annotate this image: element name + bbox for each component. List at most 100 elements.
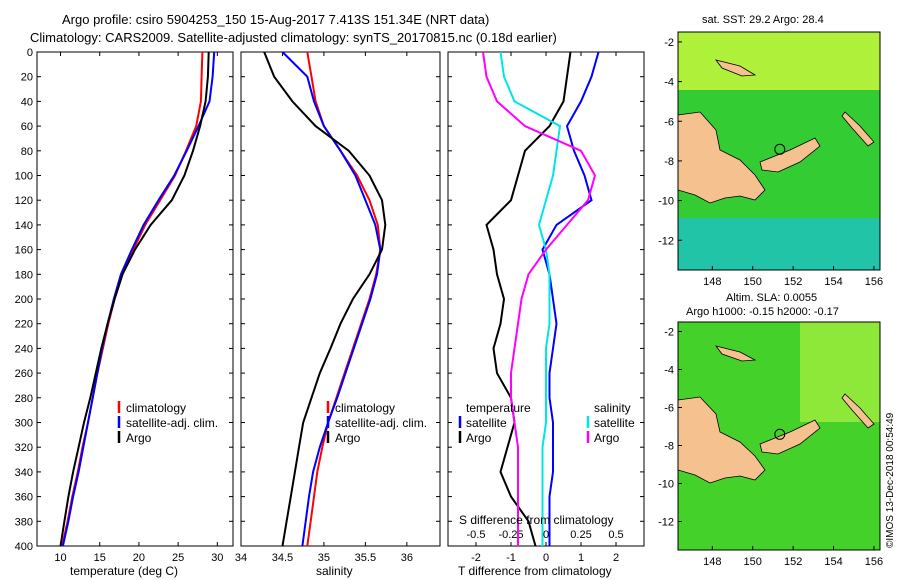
difference-legend: temperature salinity satellite Argo sate…: [458, 401, 635, 445]
sst-map-argo-marker: [774, 143, 786, 155]
depth-tick-label: 140: [15, 220, 33, 232]
x-tick-label: 2: [613, 552, 619, 564]
sst-map-title: sat. SST: 29.2 Argo: 28.4: [702, 14, 824, 26]
map-x-tick-label: 154: [824, 276, 842, 288]
salinity-legend: climatology satellite-adj. clim. Argo: [326, 401, 427, 445]
map-y-tick-label: -6: [664, 403, 674, 415]
series-line-climatology: [61, 51, 204, 547]
temperature-x-ticks: 10 15 20 25 30: [54, 52, 223, 564]
temperature-legend: climatology satellite-adj. clim. Argo: [117, 401, 218, 445]
sst-map-land-newireland: [841, 111, 875, 147]
map-y-tick-label: -2: [664, 327, 674, 339]
sla-map-sea-light: [800, 322, 880, 422]
header-line1: Argo profile: csiro 5904253_150 15-Aug-2…: [62, 12, 489, 27]
top-x-tick-label: 0.5: [608, 529, 623, 541]
x-tick-label: 20: [133, 552, 145, 564]
series-line-temperature-satellite: [541, 51, 600, 546]
sla-map-land-newireland: [841, 393, 875, 429]
legend-label-sal-argo: Argo: [594, 431, 620, 445]
map-x-tick-label: 156: [865, 556, 883, 568]
temperature-series: [59, 51, 216, 547]
x-tick-label: 34: [235, 552, 247, 564]
depth-tick-label: 320: [15, 442, 33, 454]
map-x-tick-label: 148: [703, 556, 721, 568]
legend-label-argo: Argo: [126, 431, 152, 445]
top-x-tick-label: -0.25: [498, 529, 523, 541]
top-x-tick-label: -0.5: [467, 529, 486, 541]
depth-tick-label: 40: [21, 96, 33, 108]
salinity-panel: [240, 51, 441, 547]
depth-tick-label: 220: [15, 319, 33, 331]
map-x-tick-label: 152: [784, 556, 802, 568]
difference-series: [482, 51, 600, 547]
legend-label-temp-satellite: satellite: [466, 416, 507, 430]
series-line-argo: [59, 51, 210, 547]
depth-tick-label: 60: [21, 121, 33, 133]
series-line-temperature-argo: [485, 51, 572, 547]
map-y-tick-label: -4: [664, 77, 674, 89]
depth-tick-label: 0: [27, 47, 33, 59]
sst-map-sea-lower: [678, 218, 880, 270]
sla-map-land-manus: [715, 345, 757, 362]
map-y-tick-label: -4: [664, 365, 674, 377]
x-tick-label: 15: [94, 552, 106, 564]
sst-map-land-newbritain: [759, 137, 821, 173]
map-x-tick-label: 156: [865, 276, 883, 288]
sst-map-land-newguinea: [677, 111, 766, 204]
credit-text: ©IMOS 13-Dec-2018 00:54:49: [885, 412, 896, 548]
salinity-series: [263, 51, 387, 547]
series-line-satellite-adj-clim-: [61, 51, 216, 547]
sst-map-frame: [677, 31, 881, 271]
map-y-tick-label: -12: [658, 517, 674, 529]
legend-label-argo: Argo: [335, 431, 361, 445]
map-x-tick-label: 148: [703, 276, 721, 288]
x-tick-label: 34.5: [272, 552, 293, 564]
map-x-tick-label: 154: [824, 556, 842, 568]
legend-label-sal-satellite: satellite: [594, 416, 635, 430]
x-tick-label: 0: [543, 552, 549, 564]
temperature-xlabel: temperature (deg C): [70, 564, 178, 578]
salinity-xlabel: salinity: [316, 564, 353, 578]
depth-tick-labels: 0 20 40 60 80 100 120 140 160 180 200 220 240 260 280 3…: [15, 47, 644, 553]
legend-label-satellite: satellite-adj. clim.: [335, 416, 427, 430]
map-y-tick-label: -8: [664, 441, 674, 453]
x-tick-label: 36: [401, 552, 413, 564]
map-y-tick-label: -10: [658, 196, 674, 208]
depth-tick-label: 120: [15, 195, 33, 207]
temperature-panel: [36, 51, 234, 547]
depth-tick-label: 260: [15, 368, 33, 380]
difference-x-ticks: -2 -1 0 1 2 -0.5 -0.25 0 0.25 0.5: [467, 52, 624, 564]
difference-xlabel: T difference from climatology: [458, 564, 612, 578]
x-tick-label: 25: [172, 552, 184, 564]
legend-title-temperature: temperature: [466, 401, 531, 415]
legend-label-satellite: satellite-adj. clim.: [126, 416, 218, 430]
series-line-salinity-satellite: [499, 51, 562, 546]
header-line2: Climatology: CARS2009. Satellite-adjuste…: [30, 30, 557, 45]
series-line-argo: [263, 51, 387, 547]
salinity-x-ticks: 34 34.5 35 35.5 36: [235, 52, 413, 564]
top-x-tick-label: 0: [543, 529, 549, 541]
sst-map-land-manus: [715, 59, 757, 77]
legend-label-climatology: climatology: [335, 401, 395, 415]
sst-map: 148 150 152 154 156 -2 -4 -6 -8 -10 -12: [658, 31, 883, 288]
depth-tick-label: 160: [15, 245, 33, 257]
depth-tick-label: 360: [15, 492, 33, 504]
legend-label-climatology: climatology: [126, 401, 186, 415]
depth-tick-label: 80: [21, 146, 33, 158]
sla-map: 148 150 152 154 156 -2 -4 -6 -8 -10 -12: [658, 321, 883, 568]
legend-label-temp-argo: Argo: [466, 431, 492, 445]
map-x-tick-label: 152: [784, 276, 802, 288]
difference-panel: [447, 51, 645, 547]
map-y-tick-label: -10: [658, 479, 674, 491]
depth-tick-label: 340: [15, 467, 33, 479]
x-tick-label: 30: [211, 552, 223, 564]
depth-tick-label: 100: [15, 171, 33, 183]
depth-tick-label: 240: [15, 343, 33, 355]
sst-map-ticks: 148 150 152 154 156 -2 -4 -6 -8 -10 -12: [658, 37, 883, 288]
depth-tick-label: 300: [15, 418, 33, 430]
sla-map-land-newbritain: [759, 419, 821, 455]
map-y-tick-label: -6: [664, 116, 674, 128]
x-tick-label: 35.5: [355, 552, 376, 564]
depth-tick-label: 200: [15, 294, 33, 306]
